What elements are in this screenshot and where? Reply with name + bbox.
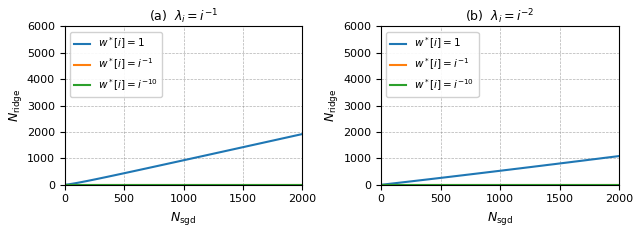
$w^*[i] = i^{-10}$	[582, 183, 590, 186]
$w^*[i] = i^{-1}$	[615, 183, 623, 186]
Y-axis label: $N_{\mathrm{ridge}}$: $N_{\mathrm{ridge}}$	[7, 89, 24, 122]
Line: $w^*[i] = 1$: $w^*[i] = 1$	[381, 156, 619, 185]
$w^*[i] = i^{-10}$	[552, 183, 560, 186]
$w^*[i] = 1$	[378, 183, 385, 186]
$w^*[i] = 1$	[275, 138, 282, 141]
$w^*[i] = i^{-10}$	[61, 183, 68, 186]
$w^*[i] = i^{-10}$	[278, 183, 285, 186]
$w^*[i] = i^{-1}$	[378, 183, 385, 186]
$w^*[i] = i^{-10}$	[257, 183, 264, 186]
$w^*[i] = i^{-1}$	[525, 183, 533, 186]
$w^*[i] = i^{-1}$	[508, 183, 515, 186]
$w^*[i] = 1$	[615, 155, 623, 157]
$w^*[i] = i^{-10}$	[525, 183, 533, 186]
$w^*[i] = i^{-10}$	[299, 183, 307, 186]
$w^*[i] = i^{-10}$	[570, 183, 578, 186]
$w^*[i] = i^{-1}$	[299, 183, 307, 186]
$w^*[i] = i^{-10}$	[212, 183, 220, 186]
$w^*[i] = i^{-1}$	[74, 183, 81, 186]
Legend: $w^*[i] = 1$, $w^*[i] = i^{-1}$, $w^*[i] = i^{-10}$: $w^*[i] = 1$, $w^*[i] = i^{-1}$, $w^*[i]…	[387, 32, 479, 97]
Title: (a)  $\lambda_i = i^{-1}$: (a) $\lambda_i = i^{-1}$	[149, 7, 218, 26]
$w^*[i] = 1$	[552, 163, 560, 165]
Y-axis label: $N_{\mathrm{ridge}}$: $N_{\mathrm{ridge}}$	[323, 89, 340, 122]
X-axis label: $N_{\mathrm{sgd}}$: $N_{\mathrm{sgd}}$	[487, 210, 513, 227]
$w^*[i] = 1$	[299, 133, 307, 135]
$w^*[i] = i^{-10}$	[591, 183, 599, 186]
$w^*[i] = i^{-1}$	[591, 183, 599, 186]
$w^*[i] = i^{-1}$	[239, 183, 246, 186]
X-axis label: $N_{\mathrm{sgd}}$: $N_{\mathrm{sgd}}$	[170, 210, 196, 227]
Title: (b)  $\lambda_i = i^{-2}$: (b) $\lambda_i = i^{-2}$	[465, 7, 535, 26]
$w^*[i] = i^{-1}$	[212, 183, 220, 186]
$w^*[i] = i^{-10}$	[378, 183, 385, 186]
$w^*[i] = 1$	[236, 146, 243, 149]
Line: $w^*[i] = 1$: $w^*[i] = 1$	[65, 134, 303, 185]
$w^*[i] = 1$	[266, 140, 273, 143]
$w^*[i] = i^{-10}$	[74, 183, 81, 186]
$w^*[i] = 1$	[582, 159, 590, 162]
$w^*[i] = 1$	[191, 156, 198, 159]
$w^*[i] = 1$	[591, 158, 599, 161]
$w^*[i] = i^{-1}$	[61, 183, 68, 186]
$w^*[i] = i^{-1}$	[570, 183, 578, 186]
$w^*[i] = 1$	[508, 168, 515, 171]
$w^*[i] = 1$	[209, 153, 216, 155]
$w^*[i] = i^{-1}$	[582, 183, 590, 186]
$w^*[i] = i^{-1}$	[552, 183, 560, 186]
$w^*[i] = 1$	[61, 183, 68, 186]
$w^*[i] = i^{-10}$	[615, 183, 623, 186]
$w^*[i] = 1$	[570, 160, 578, 163]
$w^*[i] = i^{-10}$	[269, 183, 276, 186]
$w^*[i] = i^{-1}$	[194, 183, 202, 186]
$w^*[i] = 1$	[525, 166, 533, 169]
$w^*[i] = 1$	[253, 143, 261, 145]
Legend: $w^*[i] = 1$, $w^*[i] = i^{-1}$, $w^*[i] = i^{-10}$: $w^*[i] = 1$, $w^*[i] = i^{-1}$, $w^*[i]…	[70, 32, 162, 97]
$w^*[i] = i^{-1}$	[269, 183, 276, 186]
$w^*[i] = i^{-10}$	[194, 183, 202, 186]
$w^*[i] = i^{-1}$	[278, 183, 285, 186]
$w^*[i] = i^{-10}$	[239, 183, 246, 186]
$w^*[i] = i^{-1}$	[257, 183, 264, 186]
$w^*[i] = i^{-10}$	[508, 183, 515, 186]
